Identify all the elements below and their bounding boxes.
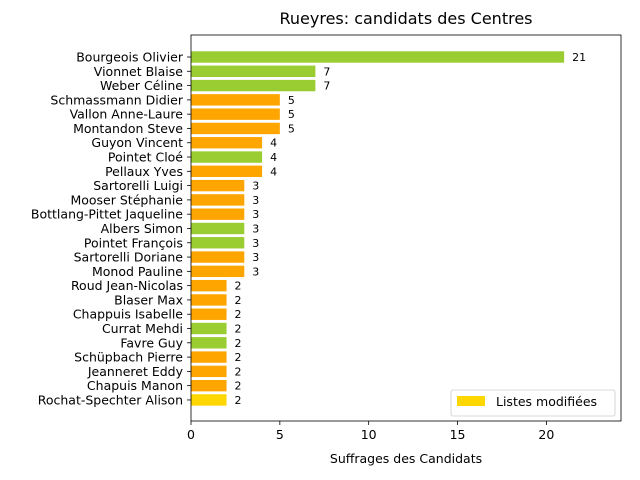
legend-swatch-listes-modifiees	[457, 396, 485, 406]
value-label-montandon-steve: 5	[288, 122, 295, 135]
value-label-currat-mehdi: 2	[235, 323, 242, 336]
category-label-currat-mehdi: Currat Mehdi	[102, 321, 183, 336]
bar-weber-celine	[191, 79, 316, 92]
chart-title: Rueyres: candidats des Centres	[280, 9, 533, 28]
category-label-bottlang-pittet-jaqueline: Bottlang-Pittet Jaqueline	[31, 207, 183, 222]
x-tick-label: 5	[276, 427, 284, 442]
bar-bourgeois-olivier	[191, 51, 565, 63]
category-label-vallon-anne-laure: Vallon Anne-Laure	[70, 107, 184, 122]
value-label-monod-pauline: 3	[252, 265, 259, 278]
category-label-roud-jean-nicolas: Roud Jean-Nicolas	[71, 278, 183, 293]
x-axis-ticks: 0 5 10 15 20	[187, 421, 554, 442]
category-label-pellaux-yves: Pellaux Yves	[105, 164, 183, 179]
value-label-bottlang-pittet-jaqueline: 3	[252, 208, 259, 221]
category-label-chapuis-manon: Chapuis Manon	[87, 378, 183, 393]
category-label-weber-celine: Weber Céline	[100, 78, 183, 93]
category-label-schmassmann-didier: Schmassmann Didier	[50, 92, 183, 107]
bar-sartorelli-doriane	[191, 251, 245, 263]
bar-bottlang-pittet-jaqueline	[191, 208, 245, 220]
category-label-pointet-francois: Pointet François	[84, 235, 183, 250]
category-label-favre-guy: Favre Guy	[120, 335, 183, 350]
plot-frame	[190, 34, 622, 422]
x-tick-label: 20	[538, 427, 554, 442]
x-tick-label: 10	[361, 427, 377, 442]
value-label-albers-simon: 3	[252, 222, 259, 235]
bar-schmassmann-didier	[191, 94, 280, 106]
value-label-sartorelli-luigi: 3	[252, 180, 259, 193]
category-label-sartorelli-luigi: Sartorelli Luigi	[93, 178, 183, 193]
value-label-schmassmann-didier: 5	[288, 94, 295, 107]
value-label-blaser-max: 2	[235, 294, 242, 307]
bar-chappuis-isabelle	[191, 308, 227, 320]
legend: Listes modifiées	[450, 389, 616, 417]
bars-group	[191, 51, 565, 406]
value-label-pellaux-yves: 4	[270, 165, 277, 178]
bar-roud-jean-nicolas	[191, 279, 227, 292]
category-label-bourgeois-olivier: Bourgeois Olivier	[76, 50, 184, 65]
value-label-vionnet-blaise: 7	[323, 65, 330, 78]
value-label-vallon-anne-laure: 5	[288, 108, 295, 121]
value-label-weber-celine: 7	[323, 80, 330, 93]
bar-mooser-stephanie	[191, 194, 245, 206]
bar-monod-pauline	[191, 265, 245, 278]
bar-montandon-steve	[191, 122, 280, 135]
value-label-sartorelli-doriane: 3	[252, 251, 259, 264]
value-label-pointet-francois: 3	[252, 237, 259, 250]
bar-jeanneret-eddy	[191, 365, 227, 378]
bar-guyon-vincent	[191, 137, 263, 149]
legend-frame	[450, 389, 616, 417]
value-label-chapuis-manon: 2	[235, 380, 242, 393]
category-label-jeanneret-eddy: Jeanneret Eddy	[87, 364, 184, 379]
value-label-chappuis-isabelle: 2	[235, 308, 242, 321]
category-label-monod-pauline: Monod Pauline	[92, 264, 183, 279]
bar-vallon-anne-laure	[191, 108, 280, 120]
bar-vionnet-blaise	[191, 65, 316, 77]
category-label-sartorelli-doriane: Sartorelli Doriane	[74, 250, 184, 265]
category-label-vionnet-blaise: Vionnet Blaise	[94, 64, 184, 79]
bar-albers-simon	[191, 222, 245, 235]
category-label-montandon-steve: Montandon Steve	[73, 121, 183, 136]
value-label-mooser-stephanie: 3	[252, 194, 259, 207]
category-label-blaser-max: Blaser Max	[114, 292, 183, 307]
value-label-roud-jean-nicolas: 2	[235, 280, 242, 293]
value-label-rochat-spechter-alison: 2	[235, 394, 242, 407]
legend-label: Listes modifiées	[496, 394, 597, 409]
bar-rochat-spechter-alison	[191, 394, 227, 406]
bar-favre-guy	[191, 337, 227, 349]
bar-chapuis-manon	[191, 379, 227, 392]
bar-pointet-cloe	[191, 151, 263, 163]
category-label-albers-simon: Albers Simon	[101, 221, 183, 236]
bar-schupbach-pierre	[191, 351, 227, 363]
category-label-mooser-stephanie: Mooser Stéphanie	[70, 192, 183, 207]
bar-pellaux-yves	[191, 165, 263, 178]
bar-pointet-francois	[191, 237, 245, 249]
value-label-pointet-cloe: 4	[270, 151, 277, 164]
category-label-guyon-vincent: Guyon Vincent	[91, 135, 183, 150]
x-tick-label: 15	[450, 427, 466, 442]
category-label-pointet-cloe: Pointet Cloé	[108, 150, 183, 165]
value-label-bourgeois-olivier: 21	[572, 51, 586, 64]
bar-blaser-max	[191, 294, 227, 306]
bar-sartorelli-luigi	[191, 179, 245, 192]
value-label-favre-guy: 2	[235, 337, 242, 350]
value-label-jeanneret-eddy: 2	[235, 365, 242, 378]
value-label-guyon-vincent: 4	[270, 137, 277, 150]
category-label-chappuis-isabelle: Chappuis Isabelle	[73, 307, 183, 322]
x-axis-label: Suffrages des Candidats	[330, 451, 482, 466]
category-label-schupbach-pierre: Schüpbach Pierre	[74, 350, 183, 365]
category-label-rochat-spechter-alison: Rochat-Spechter Alison	[38, 392, 183, 407]
bar-currat-mehdi	[191, 322, 227, 335]
value-label-schupbach-pierre: 2	[235, 351, 242, 364]
x-tick-label: 0	[187, 427, 195, 442]
